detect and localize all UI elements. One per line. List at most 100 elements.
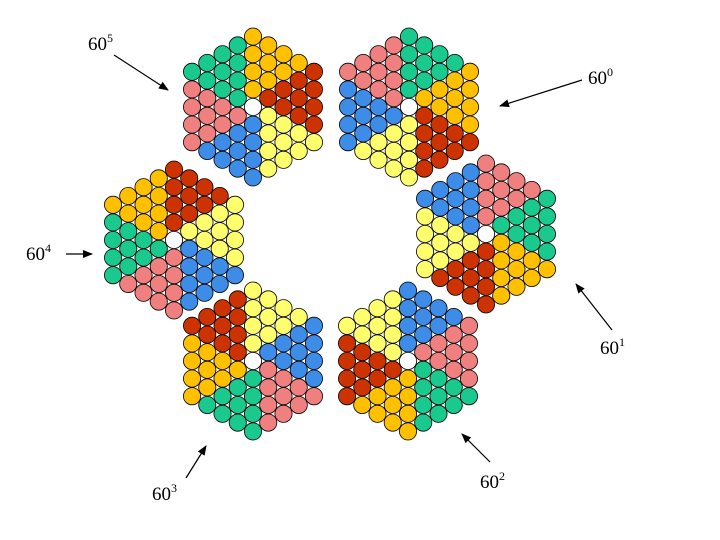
- cell-circle: [383, 360, 402, 379]
- cell-circle: [429, 404, 448, 423]
- cell-circle: [119, 274, 138, 293]
- cell-circle: [384, 141, 403, 160]
- cell-circle: [476, 189, 495, 208]
- cell-circle: [225, 213, 244, 232]
- cell-circle: [134, 230, 153, 249]
- cell-circle: [228, 141, 247, 160]
- cell-circle: [398, 422, 417, 441]
- cell-circle: [259, 360, 278, 379]
- cell-circle: [149, 274, 168, 293]
- cell-circle: [304, 387, 323, 406]
- cell-circle: [384, 54, 403, 73]
- cell-circle: [369, 115, 388, 134]
- cell-circle: [119, 257, 138, 276]
- cell-circle: [445, 141, 464, 160]
- cell-circle: [430, 133, 449, 152]
- cell-circle: [210, 204, 229, 223]
- cell-circle: [383, 290, 402, 309]
- cell-circle: [398, 351, 417, 370]
- cell-circle: [198, 343, 217, 362]
- cell-circle: [243, 316, 262, 335]
- cell-circle: [243, 387, 262, 406]
- cell-circle: [444, 343, 463, 362]
- cell-circle: [104, 266, 123, 285]
- cell-circle: [537, 189, 556, 208]
- cell-circle: [228, 325, 247, 344]
- cell-circle: [368, 316, 387, 335]
- cell-circle: [228, 290, 247, 309]
- cell-circle: [213, 62, 232, 81]
- label-60-1: 601: [600, 335, 625, 359]
- cell-circle: [198, 141, 217, 160]
- cell-circle: [134, 248, 153, 267]
- cell-circle: [274, 351, 293, 370]
- cell-circle: [459, 334, 478, 353]
- cell-circle: [461, 163, 480, 182]
- cell-circle: [492, 251, 511, 270]
- cell-circle: [383, 307, 402, 326]
- cell-circle: [459, 351, 478, 370]
- cell-circle: [431, 180, 450, 199]
- cell-circle: [210, 257, 229, 276]
- cell-circle: [446, 260, 465, 279]
- cell-circle: [446, 277, 465, 296]
- cell-circle: [414, 378, 433, 397]
- cell-circle: [445, 54, 464, 73]
- cell-circle: [213, 45, 232, 64]
- cell-circle: [274, 98, 293, 117]
- hexagon-60-4: [104, 160, 244, 320]
- cell-circle: [460, 62, 479, 81]
- cell-circle: [459, 316, 478, 335]
- cell-circle: [416, 207, 435, 226]
- cell-circle: [243, 150, 262, 169]
- cell-circle: [164, 213, 183, 232]
- cell-circle: [149, 292, 168, 311]
- cell-circle: [304, 334, 323, 353]
- cell-circle: [368, 351, 387, 370]
- cell-circle: [415, 159, 434, 178]
- cell-circle: [398, 316, 417, 335]
- cell-circle: [354, 71, 373, 90]
- cell-circle: [104, 248, 123, 267]
- cell-circle: [243, 334, 262, 353]
- cell-circle: [429, 351, 448, 370]
- cell-circle: [414, 290, 433, 309]
- cell-circle: [180, 186, 199, 205]
- cell-circle: [369, 62, 388, 81]
- cell-circle: [183, 351, 202, 370]
- cell-circle: [384, 36, 403, 55]
- cell-circle: [507, 172, 526, 191]
- cell-circle: [304, 369, 323, 388]
- cell-circle: [429, 369, 448, 388]
- arrow-60-5: [113, 54, 169, 91]
- cell-circle: [414, 307, 433, 326]
- cell-circle: [384, 106, 403, 125]
- cell-circle: [369, 150, 388, 169]
- hexagon-60-5: [183, 27, 323, 187]
- cell-circle: [243, 115, 262, 134]
- cell-circle: [476, 207, 495, 226]
- cell-circle: [522, 251, 541, 270]
- cell-circle: [476, 172, 495, 191]
- cell-circle: [180, 169, 199, 188]
- cell-circle: [460, 115, 479, 134]
- cell-circle: [259, 343, 278, 362]
- cell-circle: [416, 189, 435, 208]
- cell-circle: [259, 325, 278, 344]
- cell-circle: [383, 378, 402, 397]
- cell-circle: [368, 334, 387, 353]
- cell-circle: [398, 404, 417, 423]
- cell-circle: [213, 150, 232, 169]
- cell-circle: [353, 343, 372, 362]
- cell-circle: [195, 248, 214, 267]
- cell-circle: [353, 325, 372, 344]
- cell-circle: [415, 89, 434, 108]
- cell-circle: [369, 133, 388, 152]
- cell-circle: [476, 224, 495, 243]
- cell-circle: [507, 277, 526, 296]
- cell-circle: [369, 80, 388, 99]
- cell-circle: [492, 233, 511, 252]
- cell-circle: [180, 239, 199, 258]
- cell-circle: [461, 286, 480, 305]
